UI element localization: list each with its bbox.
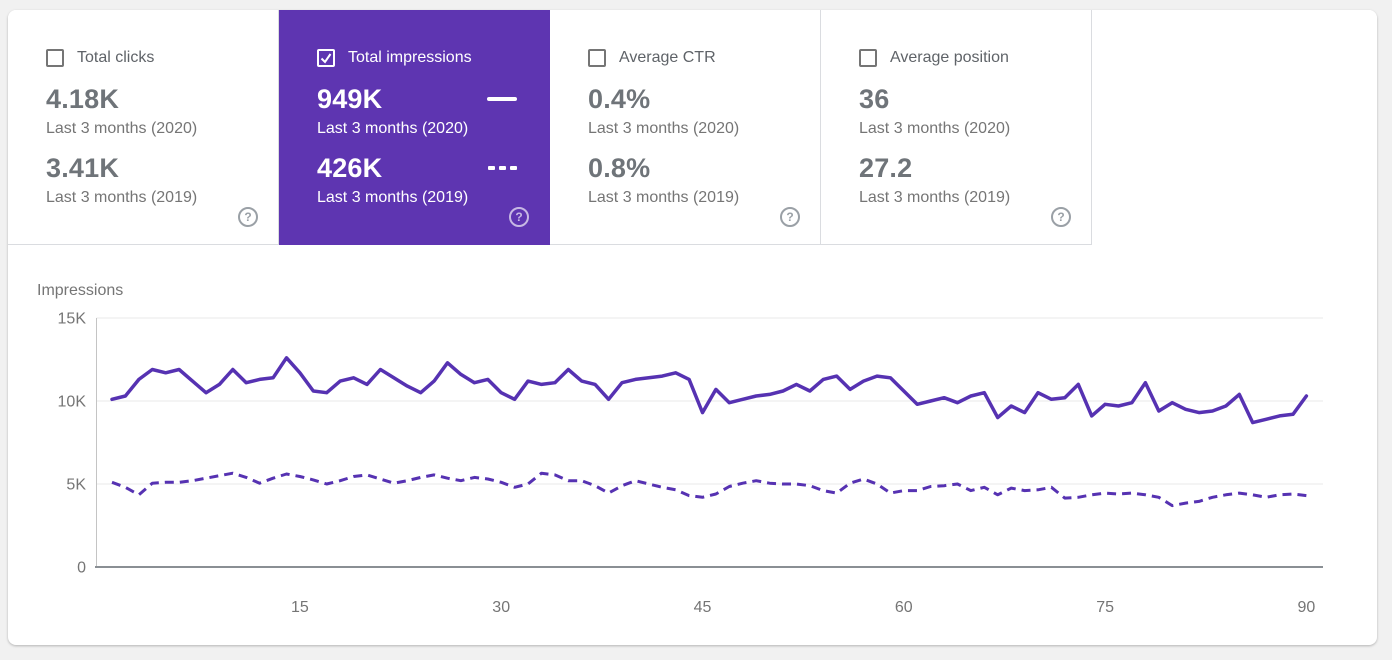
metric-label: Total clicks [77, 49, 155, 66]
svg-text:5K: 5K [66, 477, 86, 494]
help-icon[interactable]: ? [780, 207, 800, 227]
performance-panel: Total clicks 4.18K Last 3 months (2020) … [8, 10, 1377, 645]
checkbox-unchecked-icon[interactable] [859, 49, 877, 67]
metric-caption-2019: Last 3 months (2019) [859, 189, 1011, 206]
checkbox-unchecked-icon[interactable] [46, 49, 64, 67]
average-ctr-toggle: Average CTR [588, 48, 800, 68]
checkbox-checked-icon[interactable] [317, 49, 335, 67]
chart-title: Impressions [37, 282, 124, 299]
metric-value-2019: 0.8% [588, 153, 651, 183]
help-icon[interactable]: ? [1051, 207, 1071, 227]
metric-value-2019: 27.2 [859, 153, 913, 183]
svg-text:75: 75 [1096, 599, 1114, 616]
svg-text:90: 90 [1298, 599, 1316, 616]
metric-card-average-ctr[interactable]: Average CTR 0.4% Last 3 months (2020) 0.… [550, 10, 821, 245]
metric-value-2020: 0.4% [588, 84, 651, 114]
metric-cards-row: Total clicks 4.18K Last 3 months (2020) … [8, 10, 1377, 245]
svg-text:0: 0 [77, 560, 86, 577]
svg-text:60: 60 [895, 599, 913, 616]
metric-caption-2020: Last 3 months (2020) [46, 120, 198, 137]
metric-caption-2019: Last 3 months (2019) [588, 189, 740, 206]
svg-text:10K: 10K [58, 394, 87, 411]
metric-label: Total impressions [348, 49, 472, 66]
metric-caption-2019: Last 3 months (2019) [46, 189, 198, 206]
total-clicks-toggle: Total clicks [46, 48, 258, 68]
metric-label: Average position [890, 49, 1009, 66]
dashed-line-legend-icon [488, 166, 517, 170]
cards-row-filler [1092, 10, 1377, 245]
help-icon[interactable]: ? [238, 207, 258, 227]
solid-line-legend-icon [487, 97, 517, 101]
metric-card-total-impressions[interactable]: Total impressions 949K Last 3 months (20… [279, 10, 550, 245]
metric-card-average-position[interactable]: Average position 36 Last 3 months (2020)… [821, 10, 1092, 245]
help-icon[interactable]: ? [509, 207, 529, 227]
metric-label: Average CTR [619, 49, 716, 66]
metric-caption-2019: Last 3 months (2019) [317, 189, 469, 206]
metric-caption-2020: Last 3 months (2020) [859, 120, 1011, 137]
metric-value-2019: 3.41K [46, 153, 120, 183]
svg-text:15K: 15K [58, 311, 87, 328]
svg-text:15: 15 [291, 599, 309, 616]
metric-card-total-clicks[interactable]: Total clicks 4.18K Last 3 months (2020) … [8, 10, 279, 245]
metric-caption-2020: Last 3 months (2020) [588, 120, 740, 137]
metric-caption-2020: Last 3 months (2020) [317, 120, 469, 137]
average-position-toggle: Average position [859, 48, 1071, 68]
metric-value-2019: 426K [317, 153, 383, 183]
svg-text:45: 45 [694, 599, 712, 616]
metric-value-2020: 949K [317, 84, 383, 114]
metric-value-2020: 36 [859, 84, 890, 114]
svg-text:30: 30 [492, 599, 510, 616]
metric-value-2020: 4.18K [46, 84, 120, 114]
total-impressions-toggle: Total impressions [317, 48, 529, 68]
checkbox-unchecked-icon[interactable] [588, 49, 606, 67]
